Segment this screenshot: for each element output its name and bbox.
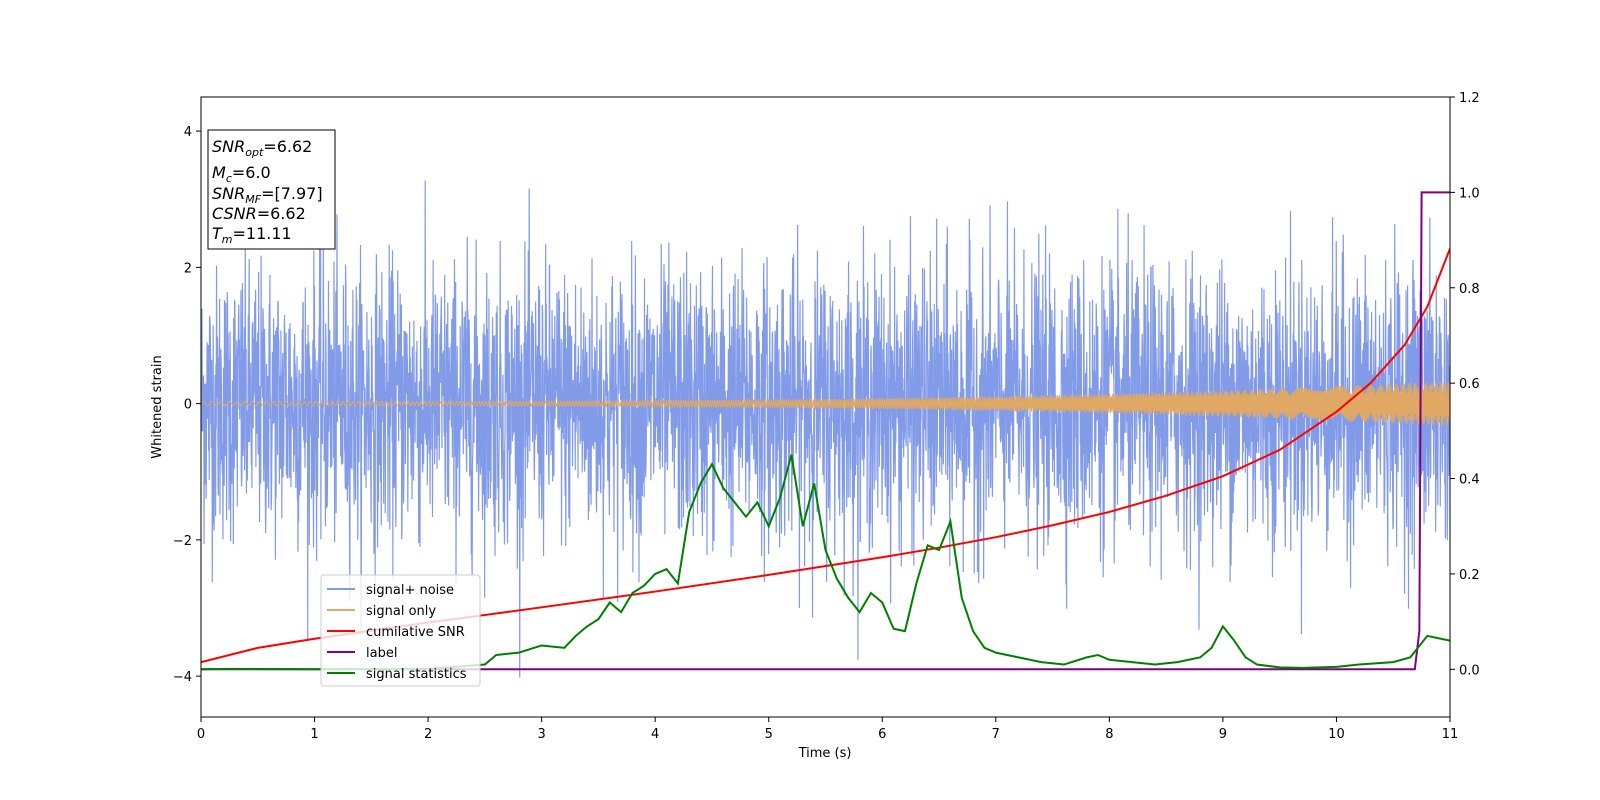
x-tick-label: 1 [310, 727, 318, 742]
info-csnr-value: 6.62 [270, 204, 306, 223]
y-axis-label: Whitened strain [150, 355, 165, 458]
y-right-tick-label: 0.2 [1459, 568, 1480, 583]
legend-label: signal+ noise [366, 583, 454, 598]
x-tick-label: 2 [424, 727, 432, 742]
x-tick-label: 8 [1105, 727, 1113, 742]
y-right-tick-label: 1.0 [1459, 186, 1480, 201]
x-tick-label: 3 [537, 727, 545, 742]
y-left-tick-label: 0 [184, 398, 192, 413]
y-right-tick-label: 0.8 [1459, 282, 1480, 297]
y-left-tick-label: 4 [184, 125, 192, 140]
legend-label: signal only [366, 604, 436, 619]
info-mc-value: 6.0 [245, 163, 270, 182]
series-line-3 [201, 191, 1450, 671]
info-snr-opt: SNRopt=6.62 [212, 137, 312, 159]
legend: signal+ noise signal only cumilative SNR la… [320, 574, 481, 687]
x-tick-label: 4 [651, 727, 659, 742]
legend-label: signal statistics [366, 667, 467, 682]
info-box: SNRopt=6.62 Mc=6.0 SNRMF=[7.97] CSNR=6.6… [207, 129, 336, 250]
info-snr-mf-value: [7.97] [274, 184, 322, 203]
x-tick-label: 6 [878, 727, 886, 742]
legend-frame [320, 574, 481, 687]
info-csnr: CSNR=6.62 [212, 204, 306, 223]
info-tm: Tm=11.11 [212, 224, 292, 246]
series-line-1 [201, 381, 1450, 426]
y-left-tick-label: 2 [184, 261, 192, 276]
legend-label: cumilative SNR [366, 625, 465, 640]
info-snr-opt-value: 6.62 [277, 137, 313, 156]
y-right-tick-label: 0.6 [1459, 377, 1480, 392]
ticks-layer: 0 1 2 3 4 5 6 7 8 9 10 11 −4 −2 0 2 4 0.0 0.2 0.4 0.6 0.8 1.0 1… [173, 91, 1480, 742]
x-axis-label: Time (s) [798, 746, 852, 761]
x-tick-label: 11 [1442, 727, 1459, 742]
legend-label: label [366, 646, 397, 661]
x-tick-label: 9 [1219, 727, 1227, 742]
x-tick-label: 10 [1328, 727, 1345, 742]
series-line-4 [201, 454, 1450, 671]
info-mc: Mc=6.0 [212, 163, 271, 185]
y-left-tick-label: −2 [173, 534, 192, 549]
y-left-tick-label: −4 [173, 670, 192, 685]
info-snr-mf: SNRMF=[7.97] [212, 184, 323, 206]
x-tick-label: 5 [765, 727, 773, 742]
series-line-0 [201, 180, 1450, 678]
x-tick-label: 7 [992, 727, 1000, 742]
y-right-tick-label: 1.2 [1459, 91, 1480, 106]
y-right-tick-label: 0.4 [1459, 473, 1480, 488]
x-tick-label: 0 [197, 727, 205, 742]
info-box-frame [207, 129, 336, 250]
y-right-tick-label: 0.0 [1459, 663, 1480, 678]
plot-frame [200, 96, 1451, 718]
info-tm-value: 11.11 [246, 224, 292, 243]
